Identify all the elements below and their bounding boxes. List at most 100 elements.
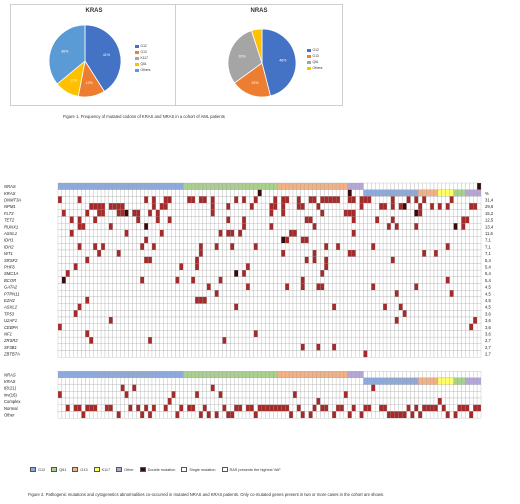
gene-mutation-cell — [140, 263, 145, 271]
cyto-cell — [379, 404, 384, 412]
cyto-cell — [269, 397, 274, 405]
gene-mutation-cell — [410, 303, 415, 311]
gene-percent: 5,4 — [485, 278, 491, 283]
gene-mutation-cell — [65, 323, 70, 331]
gene-mutation-cell — [57, 330, 63, 338]
gene-mutation-cell — [179, 310, 184, 318]
gene-row-label: ASXL1 — [3, 231, 17, 236]
genes-ras-cell — [332, 182, 337, 190]
gene-mutation-cell — [128, 269, 133, 277]
gene-mutation-cell — [194, 296, 200, 304]
gene-mutation-cell — [136, 296, 141, 304]
gene-mutation-cell — [226, 296, 231, 304]
gene-mutation-cell — [457, 269, 462, 277]
gene-mutation-cell — [343, 229, 348, 237]
cyto-cell — [285, 391, 290, 399]
cyto-cell — [386, 391, 392, 399]
gene-mutation-cell — [422, 290, 427, 298]
genes-ras-cell — [371, 182, 376, 190]
genes-ras-cell — [163, 182, 168, 190]
gene-mutation-cell — [324, 336, 329, 344]
cyto-cell — [257, 404, 262, 412]
gene-mutation-cell — [410, 249, 415, 257]
cyto-ras-cell — [324, 377, 329, 385]
gene-mutation-cell — [147, 323, 153, 331]
gene-mutation-cell — [183, 316, 188, 324]
gene-mutation-cell — [261, 350, 266, 358]
gene-mutation-cell — [300, 283, 305, 291]
cyto-cell — [328, 397, 333, 405]
gene-mutation-cell — [437, 236, 442, 244]
gene-mutation-cell — [93, 283, 98, 291]
gene-mutation-cell — [461, 269, 466, 277]
cyto-ras-cell — [265, 371, 270, 379]
gene-mutation-cell — [194, 336, 200, 344]
gene-mutation-cell — [402, 243, 407, 251]
genes-ras-cell — [257, 182, 262, 190]
gene-mutation-cell — [249, 276, 254, 284]
gene-mutation-cell — [398, 229, 403, 237]
cyto-ras-cell — [304, 377, 309, 385]
gene-mutation-cell — [175, 202, 180, 210]
gene-mutation-cell — [81, 236, 86, 244]
cyto-cell — [320, 411, 325, 419]
gene-mutation-cell — [288, 336, 294, 344]
gene-mutation-cell — [249, 202, 254, 210]
gene-mutation-cell — [453, 303, 458, 311]
gene-mutation-cell — [469, 303, 474, 311]
gene-mutation-cell — [136, 330, 141, 338]
gene-mutation-cell — [371, 296, 376, 304]
gene-mutation-cell — [265, 343, 270, 351]
gene-mutation-cell — [261, 276, 266, 284]
gene-mutation-cell — [269, 296, 274, 304]
gene-mutation-cell — [245, 330, 251, 338]
gene-mutation-cell — [437, 283, 442, 291]
gene-mutation-cell — [191, 316, 196, 324]
gene-mutation-cell — [281, 223, 286, 231]
gene-mutation-cell — [140, 290, 145, 298]
genes-ras-cell — [273, 182, 278, 190]
gene-mutation-cell — [108, 269, 113, 277]
gene-mutation-cell — [144, 249, 149, 257]
gene-mutation-cell — [375, 249, 380, 257]
genes-ras-cell — [312, 182, 317, 190]
gene-mutation-cell — [198, 330, 204, 338]
gene-mutation-cell — [147, 303, 153, 311]
gene-mutation-cell — [104, 330, 110, 338]
gene-mutation-cell — [210, 290, 215, 298]
cyto-cell — [128, 384, 133, 392]
gene-mutation-cell — [151, 263, 157, 271]
genes-ras-cell — [359, 189, 364, 197]
gene-mutation-cell — [406, 316, 411, 324]
gene-mutation-cell — [187, 316, 192, 324]
gene-mutation-cell — [296, 229, 301, 237]
cyto-ras-cell — [159, 371, 164, 379]
gene-mutation-cell — [469, 269, 474, 277]
legend-swatch — [135, 44, 139, 48]
gene-mutation-cell — [441, 269, 446, 277]
gene-mutation-cell — [328, 343, 333, 351]
genes-ras-cell — [465, 189, 470, 197]
gene-mutation-cell — [214, 330, 219, 338]
cyto-ras-cell — [171, 377, 176, 385]
gene-mutation-cell — [81, 336, 86, 344]
gene-mutation-cell — [316, 249, 321, 257]
cyto-cell — [316, 391, 321, 399]
gene-mutation-cell — [292, 202, 298, 210]
gene-mutation-cell — [316, 263, 321, 271]
cyto-ras-cell — [429, 371, 435, 379]
cyto-cell — [379, 391, 384, 399]
cyto-cell — [406, 397, 411, 405]
gene-mutation-cell — [112, 236, 117, 244]
gene-mutation-cell — [414, 323, 419, 331]
gene-mutation-cell — [461, 303, 466, 311]
gene-mutation-cell — [238, 269, 243, 277]
gene-mutation-cell — [343, 283, 348, 291]
cyto-ras-cell — [343, 371, 348, 379]
gene-mutation-cell — [386, 350, 392, 358]
gene-mutation-cell — [89, 269, 94, 277]
gene-mutation-cell — [57, 256, 63, 264]
cyto-cell — [167, 397, 172, 405]
cyto-cell — [230, 404, 235, 412]
gene-mutation-cell — [308, 276, 313, 284]
